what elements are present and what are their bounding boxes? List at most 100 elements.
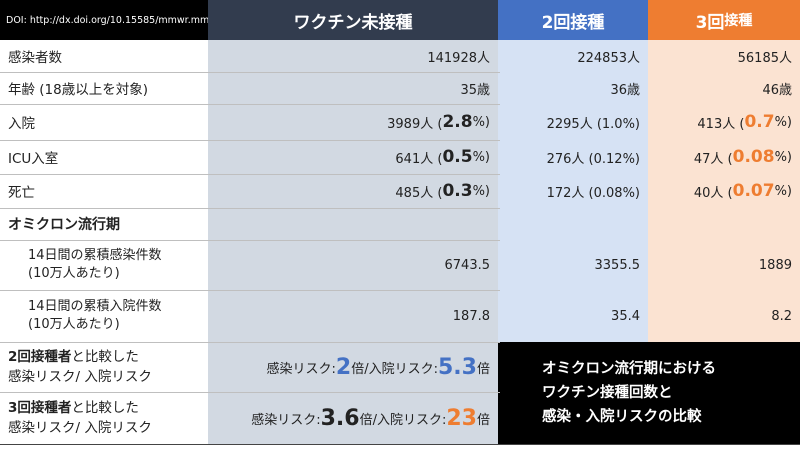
cell-death-dose2-text: 172人 (0.08%) (546, 185, 640, 201)
cell-infected-dose2: 224853人 (498, 40, 648, 72)
row-label-infected: 感染者数 (0, 40, 208, 72)
row-label-death: 死亡 (0, 174, 208, 208)
cell-icu-unvax: 641人 (0.5%) (208, 140, 498, 174)
row-label-cumulative-infections-line2: (10万人あたり) (28, 266, 120, 281)
cell-icu-dose2-text: 276人 (0.12%) (546, 151, 640, 167)
cell-infected-unvax-text: 141928人 (427, 50, 490, 66)
row-label-cumulative-infections-line1: 14日間の累積感染件数 (28, 248, 162, 263)
header-two-doses: 2回接種 (498, 0, 648, 40)
compare-two-doses-suffix: 倍 (476, 361, 490, 377)
compare-two-doses-hosp-val: 5.3 (438, 354, 477, 380)
callout-line1: オミクロン流行期における (542, 361, 716, 377)
row-label-hospitalization: 入院 (0, 104, 208, 140)
cell-icu-unvax-close: %) (472, 149, 490, 165)
row-divider (0, 72, 500, 73)
compare-three-doses-line2: 感染リスク/ 入院リスク (8, 420, 152, 436)
cell-age-dose3-text: 46歳 (762, 82, 792, 98)
header-unvaccinated-text: ワクチン未接種 (293, 12, 413, 33)
compare-three-doses-line1: 3回接種者と比較した (8, 398, 139, 418)
compare-two-doses-line1: 2回接種者と比較した (8, 347, 139, 367)
cell-cuminf-dose2: 3355.5 (498, 240, 648, 290)
row-label-age: 年齢 (18歳以上を対象) (0, 72, 208, 104)
row-divider (0, 392, 500, 393)
cell-icu-dose3-close: %) (774, 149, 792, 165)
compare-two-doses-bold: 2回接種者 (8, 349, 72, 365)
cell-age-unvax-text: 35歳 (460, 82, 490, 98)
compare-two-doses-line2: 感染リスク/ 入院リスク (8, 369, 152, 385)
cell-cumhosp-unvax: 187.8 (208, 290, 498, 342)
cell-cumhosp-dose2-text: 35.4 (611, 308, 640, 324)
cell-hosp-unvax-count: 3989人 ( (387, 116, 443, 132)
cell-cuminf-dose2-text: 3355.5 (594, 257, 641, 273)
row-label-cumulative-infections: 14日間の累積感染件数 (10万人あたり) (0, 240, 208, 290)
cell-age-dose2-text: 36歳 (610, 82, 640, 98)
cell-death-dose2: 172人 (0.08%) (498, 174, 648, 208)
cell-icu-unvax-pct: 0.5 (442, 147, 473, 167)
doi-text: DOI: http://dx.doi.org/10.15585/mmwr.mm7… (6, 14, 208, 26)
row-divider (0, 342, 500, 343)
row-label-icu: ICU入室 (0, 140, 208, 174)
cell-omicron-unvax (208, 208, 498, 240)
cell-death-dose3-close: %) (774, 183, 792, 199)
cell-age-dose3: 46歳 (648, 72, 800, 104)
cell-omicron-dose2 (498, 208, 648, 240)
header-three-doses-word: 接種 (724, 13, 753, 29)
cell-death-unvax: 485人 (0.3%) (208, 174, 498, 208)
compare-three-doses-bold: 3回接種者 (8, 400, 72, 416)
callout-line2: ワクチン接種回数と (542, 385, 673, 401)
compare-two-doses-inf-prefix: 感染リスク: (266, 361, 336, 377)
compare-three-doses-inf-prefix: 感染リスク: (251, 412, 321, 428)
cell-icu-dose3-count: 47人 ( (693, 151, 733, 167)
cell-cuminf-dose3: 1889 (648, 240, 800, 290)
row-label-age-text: 年齢 (18歳以上を対象) (8, 82, 149, 98)
cell-infected-dose2-text: 224853人 (577, 50, 640, 66)
cell-age-unvax: 35歳 (208, 72, 498, 104)
header-three-doses: 3回 接種 (648, 0, 800, 40)
cell-cuminf-unvax-text: 6743.5 (444, 257, 491, 273)
header-three-doses-num: 3回 (695, 12, 725, 33)
row-divider (0, 290, 500, 291)
cell-cuminf-unvax: 6743.5 (208, 240, 498, 290)
doi-label: DOI: http://dx.doi.org/10.15585/mmwr.mm7… (0, 0, 208, 40)
cell-hosp-dose2: 2295人 (1.0%) (498, 104, 648, 140)
row-divider (0, 140, 500, 141)
compare-three-doses-rest: と比較した (71, 400, 139, 416)
cell-icu-dose3: 47人 (0.08%) (648, 140, 800, 174)
compare-two-doses-rest: と比較した (71, 349, 139, 365)
cell-hosp-dose3-pct: 0.7 (744, 112, 775, 132)
row-label-infected-text: 感染者数 (8, 50, 62, 66)
row-label-cumulative-hospitalizations-line2: (10万人あたり) (28, 317, 120, 332)
cell-death-unvax-count: 485人 ( (395, 185, 443, 201)
header-two-doses-text: 2回接種 (541, 12, 605, 33)
row-label-icu-text: ICU入室 (8, 151, 59, 167)
compare-three-doses-mid: 倍/入院リスク: (359, 412, 447, 428)
cell-infected-unvax: 141928人 (208, 40, 498, 72)
cell-infected-dose3: 56185人 (648, 40, 800, 72)
cell-compare-three-doses: 感染リスク: 3.6 倍/入院リスク: 23 倍 (208, 392, 498, 444)
cell-cuminf-dose3-text: 1889 (758, 257, 792, 273)
cell-cumhosp-dose2: 35.4 (498, 290, 648, 342)
compare-three-doses-suffix: 倍 (476, 412, 490, 428)
cell-icu-unvax-count: 641人 ( (395, 151, 443, 167)
table-bottom-border (0, 444, 800, 445)
cell-hosp-dose3-close: %) (774, 114, 792, 130)
row-divider (0, 240, 500, 241)
row-label-death-text: 死亡 (8, 185, 35, 201)
section-omicron-heading-text: オミクロン流行期 (8, 217, 120, 233)
section-omicron-heading: オミクロン流行期 (0, 208, 208, 240)
cell-death-unvax-close: %) (472, 183, 490, 199)
cell-hosp-unvax: 3989人 (2.8%) (208, 104, 498, 140)
row-label-compare-three-doses: 3回接種者と比較した 感染リスク/ 入院リスク (0, 392, 208, 444)
cell-omicron-dose3 (648, 208, 800, 240)
row-label-cumulative-hospitalizations: 14日間の累積入院件数 (10万人あたり) (0, 290, 208, 342)
cell-cumhosp-dose3: 8.2 (648, 290, 800, 342)
row-label-hospitalization-text: 入院 (8, 116, 35, 132)
cell-death-dose3-pct: 0.07 (732, 181, 775, 201)
cell-death-unvax-pct: 0.3 (442, 181, 473, 201)
cell-hosp-dose2-text: 2295人 (1.0%) (546, 116, 640, 132)
cell-death-dose3-count: 40人 ( (693, 185, 733, 201)
cell-age-dose2: 36歳 (498, 72, 648, 104)
row-divider (0, 104, 500, 105)
compare-three-doses-inf-val: 3.6 (320, 405, 360, 431)
